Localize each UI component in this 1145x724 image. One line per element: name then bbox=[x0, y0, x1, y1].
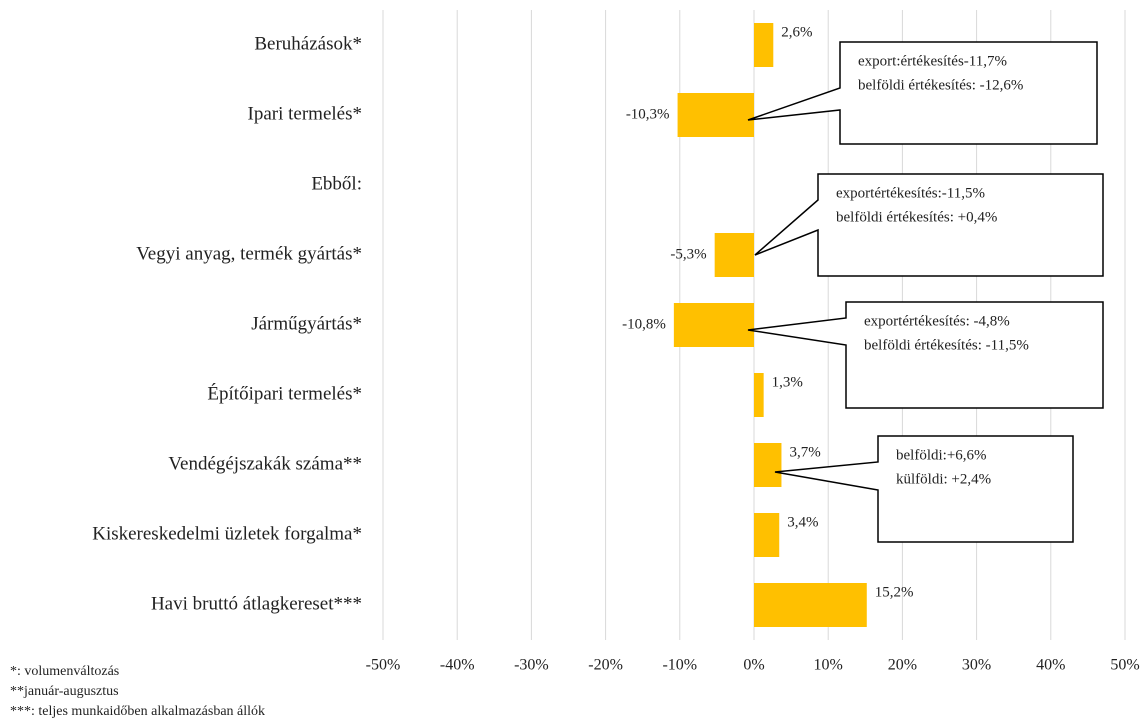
callout-box bbox=[754, 173, 1104, 277]
bar bbox=[754, 583, 867, 627]
bar bbox=[673, 303, 754, 347]
x-tick-label: 10% bbox=[814, 657, 843, 674]
x-tick-label: 50% bbox=[1110, 657, 1139, 674]
footnote: **január-augusztus bbox=[10, 684, 119, 699]
category-label: Járműgyártás* bbox=[251, 313, 362, 334]
value-label: -5,3% bbox=[670, 246, 706, 262]
category-label: Kiskereskedelmi üzletek forgalma* bbox=[92, 523, 362, 544]
category-label: Vegyi anyag, termék gyártás* bbox=[136, 243, 362, 264]
callout-text: exportértékesítés: -4,8% bbox=[864, 313, 1010, 329]
callout-box bbox=[774, 435, 1074, 543]
value-label: 3,4% bbox=[787, 514, 818, 530]
x-tick-label: 20% bbox=[888, 657, 917, 674]
footnote: *: volumenváltozás bbox=[10, 664, 119, 679]
callout-text: belföldi értékesítés: +0,4% bbox=[836, 209, 997, 225]
callout-text: belföldi értékesítés: -11,5% bbox=[864, 337, 1029, 353]
callout-text: külföldi: +2,4% bbox=[896, 471, 991, 487]
value-label: 15,2% bbox=[875, 584, 914, 600]
category-label: Vendégéjszakák száma** bbox=[168, 453, 362, 474]
category-label: Ipari termelés* bbox=[248, 103, 362, 124]
value-label: -10,3% bbox=[626, 106, 670, 122]
bar bbox=[754, 23, 774, 67]
callout-text: belföldi értékesítés: -12,6% bbox=[858, 77, 1023, 93]
callout-box bbox=[747, 301, 1104, 409]
x-tick-label: 30% bbox=[962, 657, 991, 674]
bar bbox=[754, 373, 764, 417]
callout-text: belföldi:+6,6% bbox=[896, 447, 987, 463]
category-label: Építőipari termelés* bbox=[207, 382, 362, 404]
category-label: Havi bruttó átlagkereset*** bbox=[151, 593, 362, 614]
value-label: 3,7% bbox=[789, 444, 820, 460]
x-tick-label: 0% bbox=[743, 657, 764, 674]
bar bbox=[714, 233, 754, 277]
callout-text: exportértékesítés:-11,5% bbox=[836, 185, 985, 201]
x-tick-label: -40% bbox=[440, 657, 475, 674]
x-tick-label: -30% bbox=[514, 657, 549, 674]
bar bbox=[754, 513, 780, 557]
category-label: Ebből: bbox=[311, 173, 362, 194]
value-label: 2,6% bbox=[781, 24, 812, 40]
bar bbox=[677, 93, 754, 137]
value-label: -10,8% bbox=[622, 316, 666, 332]
callout-text: export:értékesítés-11,7% bbox=[858, 53, 1007, 69]
footnote: ***: teljes munkaidőben alkalmazásban ál… bbox=[10, 704, 265, 719]
callout-box bbox=[747, 41, 1098, 145]
x-tick-label: 40% bbox=[1036, 657, 1065, 674]
x-tick-label: -50% bbox=[366, 657, 401, 674]
category-label: Beruházások* bbox=[254, 33, 362, 54]
x-tick-label: -10% bbox=[662, 657, 697, 674]
bar bbox=[754, 443, 782, 487]
x-tick-label: -20% bbox=[588, 657, 623, 674]
value-label: 1,3% bbox=[772, 374, 803, 390]
